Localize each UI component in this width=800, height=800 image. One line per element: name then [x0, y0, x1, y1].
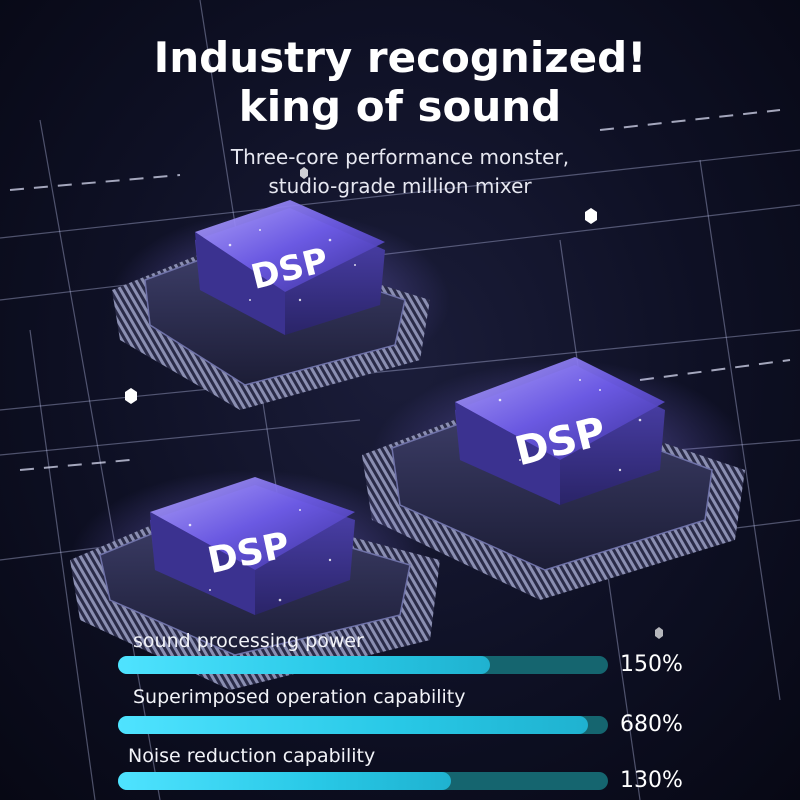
dsp-chip-1: DSP: [110, 200, 450, 410]
metric-bar-superimposed-operation: [118, 716, 608, 734]
metric-bar-noise-reduction: [118, 772, 608, 790]
dsp-chip-2: DSP: [362, 357, 750, 600]
metric-value-superimposed-operation: 680%: [620, 712, 683, 737]
metric-bar-fill: [118, 656, 491, 674]
metric-value-sound-processing: 150%: [620, 652, 683, 677]
subtitle-line-2: studio-grade million mixer: [268, 174, 532, 198]
metric-label-sound-processing: sound processing power: [133, 630, 364, 652]
glass-sparkles: [188, 229, 642, 602]
headline-line-1: Industry recognized!: [153, 33, 647, 82]
headline-line-2: king of sound: [238, 82, 562, 131]
metric-bar-fill: [118, 716, 589, 734]
metric-bar-fill: [118, 772, 452, 790]
metric-bar-sound-processing: [118, 656, 608, 674]
subtitle-line-1: Three-core performance monster,: [230, 145, 570, 169]
metric-label-superimposed-operation: Superimposed operation capability: [133, 686, 466, 708]
metric-value-noise-reduction: 130%: [620, 768, 683, 793]
metric-label-noise-reduction: Noise reduction capability: [128, 745, 376, 767]
dsp-chip-3: DSP: [70, 470, 440, 690]
